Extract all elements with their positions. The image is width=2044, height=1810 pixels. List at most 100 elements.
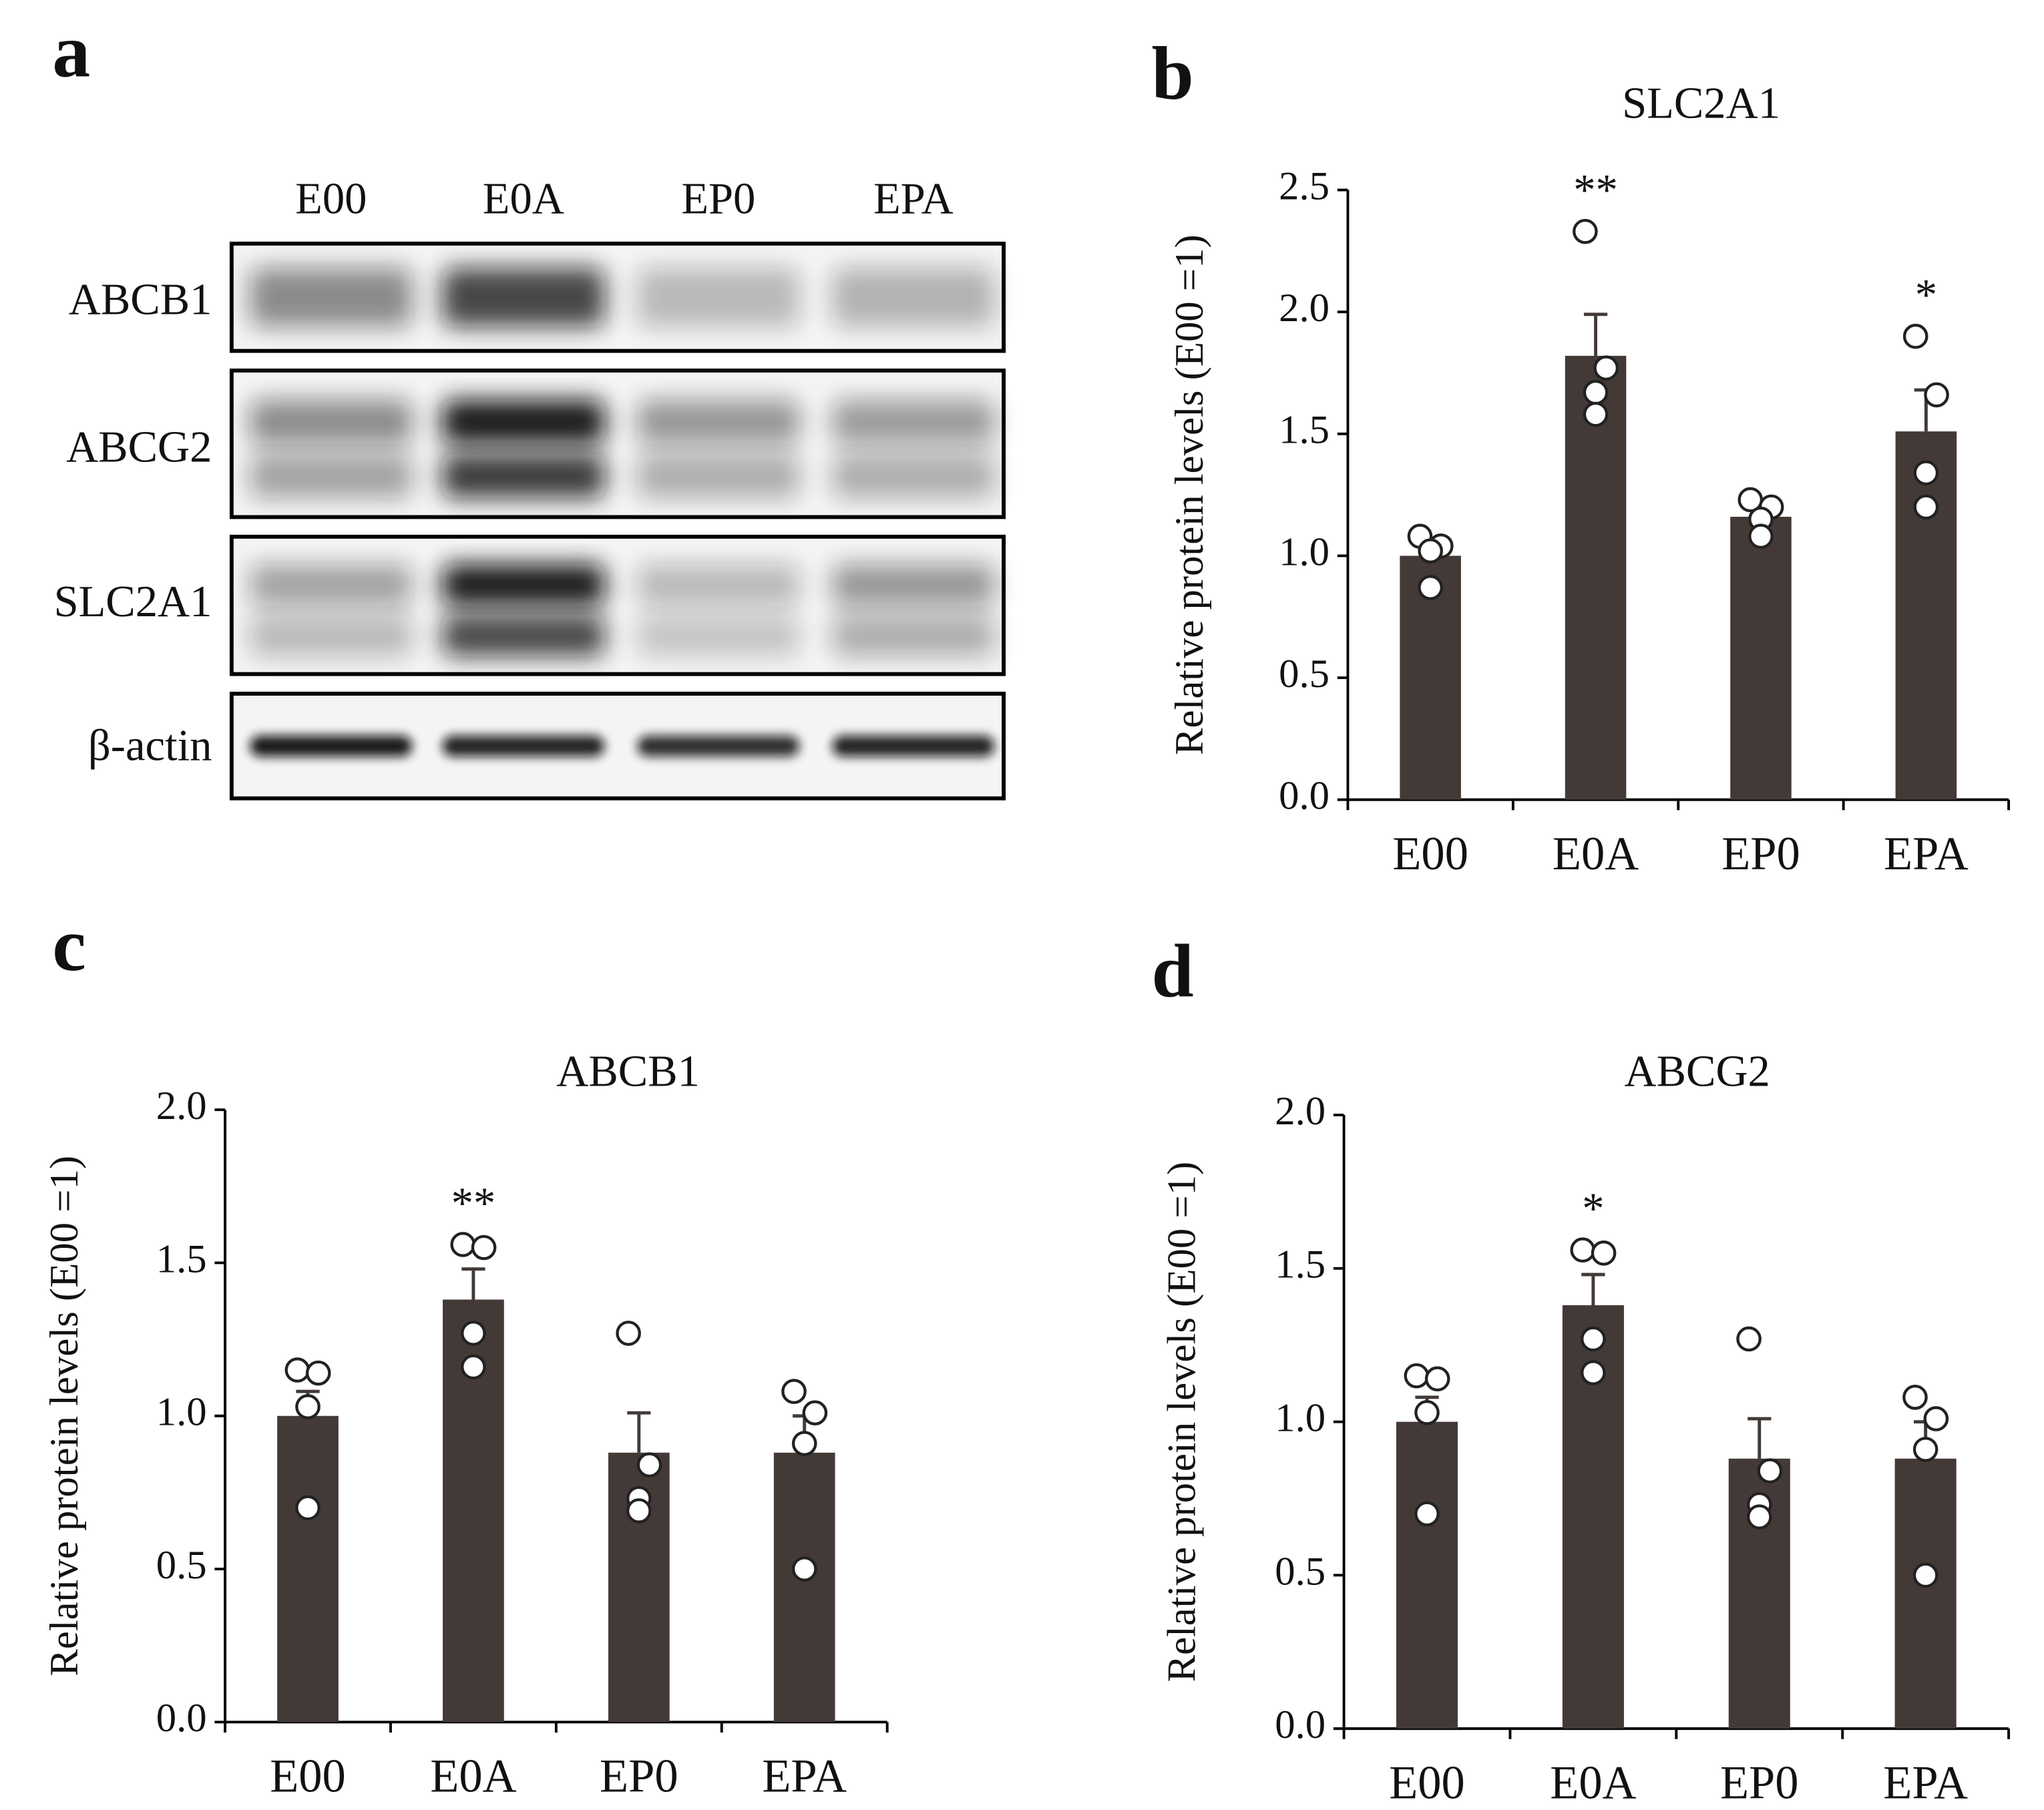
data-point <box>802 1400 828 1425</box>
data-point <box>791 1431 817 1456</box>
bar <box>1894 1458 1957 1729</box>
x-tick-label: EP0 <box>1721 828 1800 880</box>
x-tick-label: EP0 <box>600 1751 678 1803</box>
blot-lane-label: EP0 <box>681 174 755 223</box>
blot-band <box>832 399 995 444</box>
blot-row-label: SLC2A1 <box>54 578 212 626</box>
y-tick-label: 1.5 <box>1279 408 1330 453</box>
blot-band <box>442 615 605 656</box>
data-point <box>1581 1326 1606 1352</box>
blot-band <box>832 735 995 757</box>
data-point <box>1583 401 1609 427</box>
data-point <box>305 1360 331 1386</box>
data-point <box>626 1498 652 1524</box>
data-point <box>1404 1363 1430 1389</box>
data-point <box>450 1232 476 1257</box>
blot-row-label: ABCB1 <box>69 275 212 324</box>
blot-band <box>832 564 995 606</box>
y-tick-label: 0.0 <box>1275 1703 1325 1747</box>
y-tick-label: 2.0 <box>1279 286 1330 330</box>
data-point <box>1902 1384 1928 1410</box>
data-point <box>1912 1437 1938 1462</box>
bar <box>1396 1421 1458 1729</box>
data-point <box>1583 379 1609 405</box>
data-point <box>1746 1504 1772 1530</box>
y-tick-label: 0.5 <box>156 1543 207 1588</box>
x-tick-label: EP0 <box>1720 1757 1799 1809</box>
x-tick-label: E00 <box>270 1751 346 1803</box>
blot-band <box>250 268 413 327</box>
data-point <box>1573 218 1598 244</box>
data-point <box>1424 1366 1450 1392</box>
y-tick-label: 0.0 <box>1279 774 1330 819</box>
data-point <box>1923 1406 1949 1431</box>
data-point <box>1913 494 1939 520</box>
data-point <box>1924 382 1949 408</box>
bar <box>1565 355 1627 800</box>
bar <box>1895 431 1957 800</box>
blot-band <box>637 564 800 606</box>
chart-title: ABCB1 <box>556 1048 700 1096</box>
data-point <box>1757 1458 1783 1484</box>
blot-band <box>832 268 995 327</box>
chart-title: ABCG2 <box>1625 1048 1770 1096</box>
y-tick-label: 0.5 <box>1279 652 1330 696</box>
x-tick-label: E00 <box>1392 828 1468 880</box>
blot-band <box>442 399 605 444</box>
data-point <box>295 1394 321 1419</box>
significance-label: * <box>1915 271 1937 320</box>
panel-label: c <box>52 903 85 987</box>
blot-band <box>637 268 800 327</box>
y-tick-label: 0.0 <box>156 1696 207 1741</box>
data-point <box>1418 575 1443 600</box>
x-tick-label: E0A <box>430 1751 516 1803</box>
blot-band <box>250 615 413 656</box>
y-tick-label: 1.0 <box>1279 529 1330 574</box>
blot-band <box>832 615 995 656</box>
data-point <box>1902 323 1928 349</box>
y-tick-label: 2.0 <box>156 1084 207 1128</box>
data-point <box>616 1321 641 1346</box>
data-point <box>461 1321 486 1346</box>
data-point <box>1913 460 1939 486</box>
y-tick-label: 2.5 <box>1279 164 1330 208</box>
panel-label: a <box>52 9 90 93</box>
data-point <box>1593 355 1619 381</box>
y-axis-label: Relative protein levels (E00 =1) <box>1159 1162 1204 1682</box>
blot-band <box>442 268 605 327</box>
blot-band <box>442 735 605 757</box>
y-tick-label: 1.0 <box>156 1390 207 1435</box>
blot-row-label: ABCG2 <box>66 423 212 472</box>
significance-label: * <box>1582 1185 1604 1234</box>
blot-band <box>832 454 995 498</box>
y-tick-label: 1.5 <box>156 1236 207 1281</box>
chart-title: SLC2A1 <box>1622 79 1780 128</box>
x-tick-label: E0A <box>1550 1757 1636 1809</box>
data-point <box>1736 1326 1762 1352</box>
blot-frame <box>229 692 1006 801</box>
blot-band <box>442 564 605 606</box>
x-tick-label: EPA <box>762 1751 847 1803</box>
blot-band <box>637 454 800 498</box>
x-tick-label: EPA <box>1884 828 1969 880</box>
data-point <box>471 1234 497 1261</box>
significance-label: ** <box>451 1179 496 1228</box>
blot-band <box>442 454 605 498</box>
data-point <box>1748 523 1774 549</box>
blot-band <box>250 564 413 606</box>
x-tick-label: EPA <box>1883 1757 1968 1809</box>
data-point <box>1414 1399 1440 1425</box>
data-point <box>1591 1240 1617 1266</box>
data-point <box>284 1357 311 1383</box>
blot-band <box>637 615 800 656</box>
blot-lane-label: EPA <box>873 174 954 223</box>
y-tick-label: 0.5 <box>1275 1549 1325 1594</box>
bar <box>773 1452 835 1723</box>
panel-label: d <box>1152 929 1194 1013</box>
data-point <box>1570 1237 1596 1263</box>
bar <box>277 1415 339 1723</box>
blot-band <box>637 735 800 757</box>
data-point <box>1414 1501 1440 1527</box>
y-tick-label: 1.5 <box>1275 1242 1325 1287</box>
